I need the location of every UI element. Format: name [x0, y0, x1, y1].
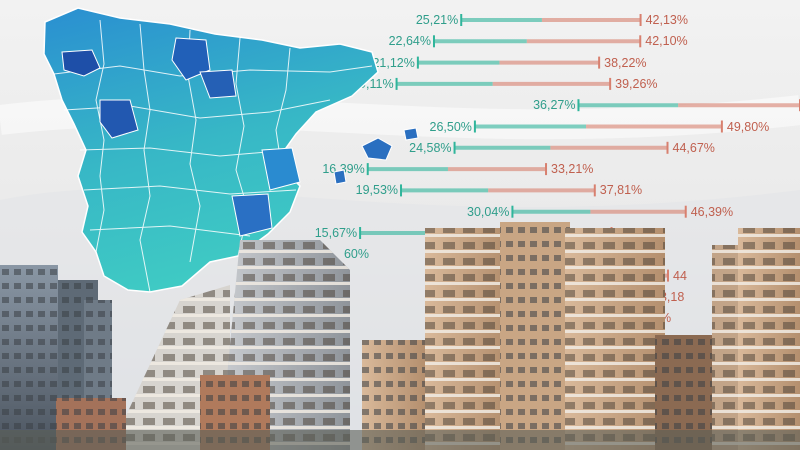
range-cap-low: [395, 77, 398, 90]
building-center-main: [425, 222, 665, 450]
range-row: [473, 120, 723, 133]
range-row: [395, 77, 612, 90]
ground-shadow: [0, 430, 800, 450]
range-label-low: 15,67%: [314, 226, 358, 240]
range-row: [453, 141, 669, 154]
province-dark-center-north: [199, 69, 237, 99]
range-label-low: 21,12%: [372, 55, 415, 70]
range-row: [460, 14, 642, 26]
province-dark-south-east: [231, 193, 273, 237]
balearic-islands: [333, 127, 419, 185]
range-cap-low: [400, 184, 403, 197]
range-cap-high: [545, 163, 548, 176]
range-label-high: 42,13%: [645, 13, 688, 27]
range-cap-low: [577, 99, 580, 112]
range-cap-high: [639, 35, 642, 48]
range-label-low: 24,58%: [409, 140, 452, 155]
range-cap-high: [609, 77, 612, 90]
province-dark-galicia: [61, 49, 101, 77]
range-cap-high: [667, 269, 669, 282]
building-left-glass: [0, 265, 112, 450]
province-mid-east: [261, 147, 301, 191]
province-dark-north: [171, 37, 211, 81]
range-label-low: 25,21%: [415, 13, 459, 27]
range-cap-high: [593, 184, 596, 197]
range-row: [511, 205, 687, 218]
range-label-high: 37,81%: [599, 183, 643, 198]
range-label-high: 39,26%: [615, 76, 658, 91]
range-row: [366, 163, 548, 176]
range-label-low: 60%: [343, 247, 369, 262]
range-row: [416, 56, 601, 69]
range-cap-high: [684, 205, 687, 218]
range-row: [400, 184, 596, 197]
range-label-high: 42,10%: [645, 34, 688, 49]
range-cap-low: [511, 205, 514, 218]
mainland-spain: [43, 7, 379, 293]
province-dark-west: [99, 99, 139, 139]
range-label-high: 44,67%: [672, 140, 715, 155]
range-label-low: 22,64%: [388, 34, 431, 49]
range-cap-low: [416, 56, 419, 69]
range-cap-low: [366, 163, 369, 176]
range-cap-low: [359, 227, 362, 239]
range-cap-high: [720, 120, 723, 133]
range-label-low: 19,53%: [355, 183, 399, 198]
range-label-low: 26,50%: [429, 119, 472, 134]
range-row: [432, 35, 642, 48]
range-cap-high: [639, 14, 642, 26]
range-cap-low: [473, 120, 476, 133]
building-right-tall: [712, 228, 800, 450]
range-label-low: 16,39%: [322, 162, 365, 177]
range-label-high: 49,80%: [726, 119, 770, 134]
range-cap-high: [598, 56, 601, 69]
range-cap-high: [666, 141, 669, 154]
range-label-low: 30,04%: [467, 204, 510, 219]
range-label-high: 38,22%: [604, 55, 647, 70]
range-label-high: 33,21%: [551, 162, 594, 177]
range-cap-low: [460, 14, 463, 26]
range-label-high: 44: [673, 268, 687, 283]
range-label-high: %: [660, 311, 672, 326]
range-label-low: 36,27%: [533, 98, 576, 113]
range-cap-low: [432, 35, 435, 48]
range-cap-low: [453, 141, 456, 154]
range-label-high: 46,39%: [690, 204, 734, 219]
